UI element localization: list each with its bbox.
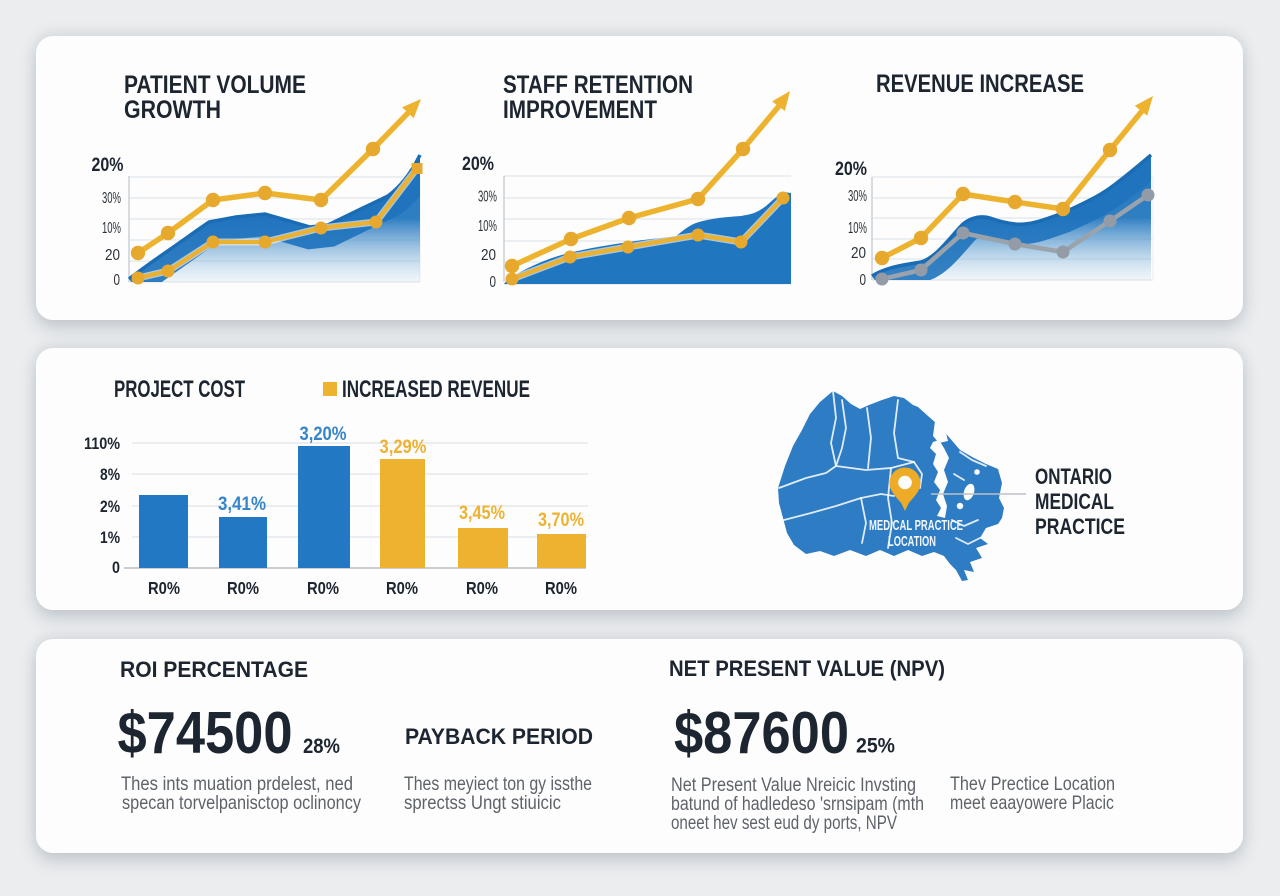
svg-text:3,41%: 3,41% xyxy=(218,494,266,515)
svg-text:10%: 10% xyxy=(102,220,121,237)
svg-text:28%: 28% xyxy=(303,735,340,758)
svg-text:Net Present Value Nreicic Invs: Net Present Value Nreicic Invsting xyxy=(671,775,916,796)
svg-text:REVENUE INCREASE: REVENUE INCREASE xyxy=(876,70,1084,98)
svg-text:0: 0 xyxy=(860,272,867,289)
svg-text:R0%: R0% xyxy=(386,578,418,598)
svg-text:PRACTICE: PRACTICE xyxy=(1035,514,1125,539)
svg-text:$74500: $74500 xyxy=(118,700,293,766)
svg-text:sprectss Ungt stiuicic: sprectss Ungt stiuicic xyxy=(404,793,561,814)
svg-text:ROI PERCENTAGE: ROI PERCENTAGE xyxy=(120,657,308,682)
svg-text:LOCATION: LOCATION xyxy=(888,533,936,550)
svg-text:R0%: R0% xyxy=(466,578,498,598)
svg-text:GROWTH: GROWTH xyxy=(124,96,221,124)
svg-text:NET PRESENT VALUE (NPV): NET PRESENT VALUE (NPV) xyxy=(669,656,945,681)
svg-text:PAYBACK PERIOD: PAYBACK PERIOD xyxy=(405,724,593,749)
svg-text:20: 20 xyxy=(481,247,496,264)
svg-text:20%: 20% xyxy=(92,155,124,176)
svg-text:2%: 2% xyxy=(100,497,120,516)
svg-text:batund of hadledeso 'srnsipam: batund of hadledeso 'srnsipam (mth xyxy=(671,794,924,815)
svg-text:MEDICAL PRACTICE: MEDICAL PRACTICE xyxy=(869,517,963,534)
svg-text:0: 0 xyxy=(490,274,497,291)
svg-text:8%: 8% xyxy=(100,465,120,484)
svg-text:Thes ints muation prdelest, ne: Thes ints muation prdelest, ned xyxy=(121,774,353,795)
svg-text:meet eaayowere Placic: meet eaayowere Placic xyxy=(950,793,1114,814)
svg-text:0: 0 xyxy=(114,272,121,289)
svg-text:IMPROVEMENT: IMPROVEMENT xyxy=(503,96,657,124)
svg-text:25%: 25% xyxy=(856,735,895,758)
svg-text:20%: 20% xyxy=(462,154,494,175)
svg-text:STAFF RETENTION: STAFF RETENTION xyxy=(503,71,693,99)
svg-text:3,20%: 3,20% xyxy=(300,424,347,445)
svg-text:R0%: R0% xyxy=(307,578,339,598)
svg-text:30%: 30% xyxy=(102,190,121,207)
svg-text:INCREASED REVENUE: INCREASED REVENUE xyxy=(342,376,530,403)
svg-text:1%: 1% xyxy=(100,528,120,547)
svg-text:10%: 10% xyxy=(478,218,497,235)
svg-text:oneet hev sest eud dy ports, N: oneet hev sest eud dy ports, NPV xyxy=(671,813,897,834)
svg-text:20: 20 xyxy=(851,245,866,262)
svg-text:PROJECT COST: PROJECT COST xyxy=(114,376,245,403)
svg-text:3,29%: 3,29% xyxy=(380,437,427,458)
svg-text:20%: 20% xyxy=(835,159,867,180)
svg-text:20: 20 xyxy=(105,247,120,264)
svg-text:MEDICAL: MEDICAL xyxy=(1035,489,1114,514)
svg-text:$87600: $87600 xyxy=(674,700,849,766)
svg-text:PATIENT VOLUME: PATIENT VOLUME xyxy=(124,71,306,99)
svg-text:Thes meyiect ton gy issthe: Thes meyiect ton gy issthe xyxy=(404,774,592,795)
svg-text:0: 0 xyxy=(112,558,120,577)
svg-text:R0%: R0% xyxy=(545,578,577,598)
svg-text:110%: 110% xyxy=(84,434,120,453)
svg-text:specan torvelpanisctop oclinon: specan torvelpanisctop oclinoncy xyxy=(122,793,361,814)
svg-text:3,70%: 3,70% xyxy=(538,510,584,531)
svg-text:3,45%: 3,45% xyxy=(459,503,505,524)
svg-text:10%: 10% xyxy=(848,220,867,237)
svg-text:R0%: R0% xyxy=(227,578,259,598)
svg-text:Thev Prectice Location: Thev Prectice Location xyxy=(950,774,1115,795)
svg-text:30%: 30% xyxy=(478,189,497,206)
svg-text:ONTARIO: ONTARIO xyxy=(1035,464,1112,489)
svg-text:30%: 30% xyxy=(848,188,867,205)
svg-text:R0%: R0% xyxy=(148,578,180,598)
